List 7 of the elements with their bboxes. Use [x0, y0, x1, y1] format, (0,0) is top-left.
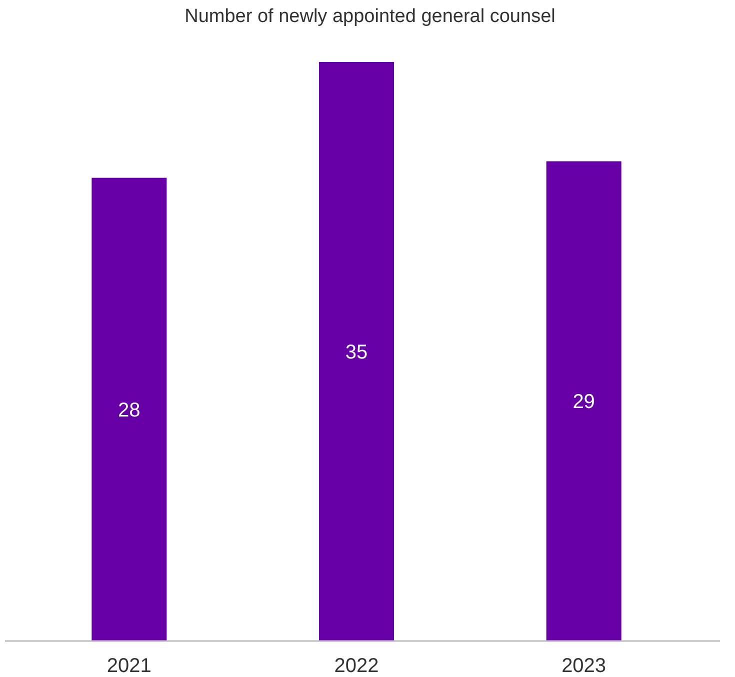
data-label: 35	[345, 342, 368, 364]
x-tick-label: 2022	[334, 655, 379, 677]
x-tick-label: 2023	[562, 655, 606, 677]
data-label: 29	[572, 391, 595, 414]
chart-title: Number of newly appointed general counsel	[184, 6, 556, 27]
data-label: 28	[118, 399, 140, 422]
x-tick-label: 2021	[106, 655, 152, 677]
